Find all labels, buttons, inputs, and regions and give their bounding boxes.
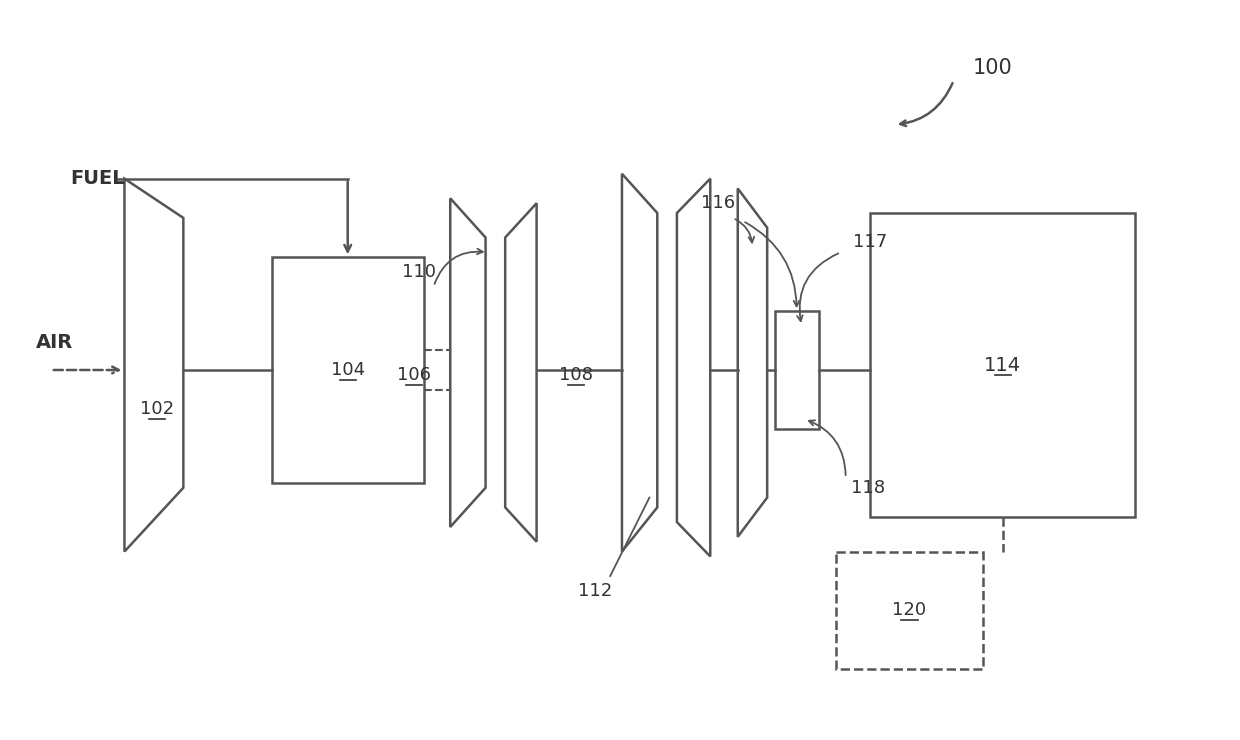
- Text: 106: 106: [397, 366, 432, 384]
- Bar: [870, 213, 1135, 517]
- Text: 102: 102: [140, 400, 174, 418]
- Text: 110: 110: [402, 263, 435, 281]
- Text: 108: 108: [559, 366, 593, 384]
- Text: 116: 116: [701, 194, 735, 212]
- Bar: [775, 311, 818, 429]
- Text: 112: 112: [578, 582, 613, 600]
- Text: 114: 114: [985, 356, 1022, 374]
- Text: FUEL: FUEL: [71, 169, 125, 188]
- Bar: [836, 551, 983, 669]
- Text: 100: 100: [973, 58, 1013, 78]
- Text: 104: 104: [331, 361, 365, 379]
- Bar: [272, 258, 424, 482]
- Text: 118: 118: [851, 479, 884, 497]
- Text: 117: 117: [853, 233, 887, 252]
- Text: 120: 120: [893, 602, 926, 619]
- Text: AIR: AIR: [36, 333, 73, 352]
